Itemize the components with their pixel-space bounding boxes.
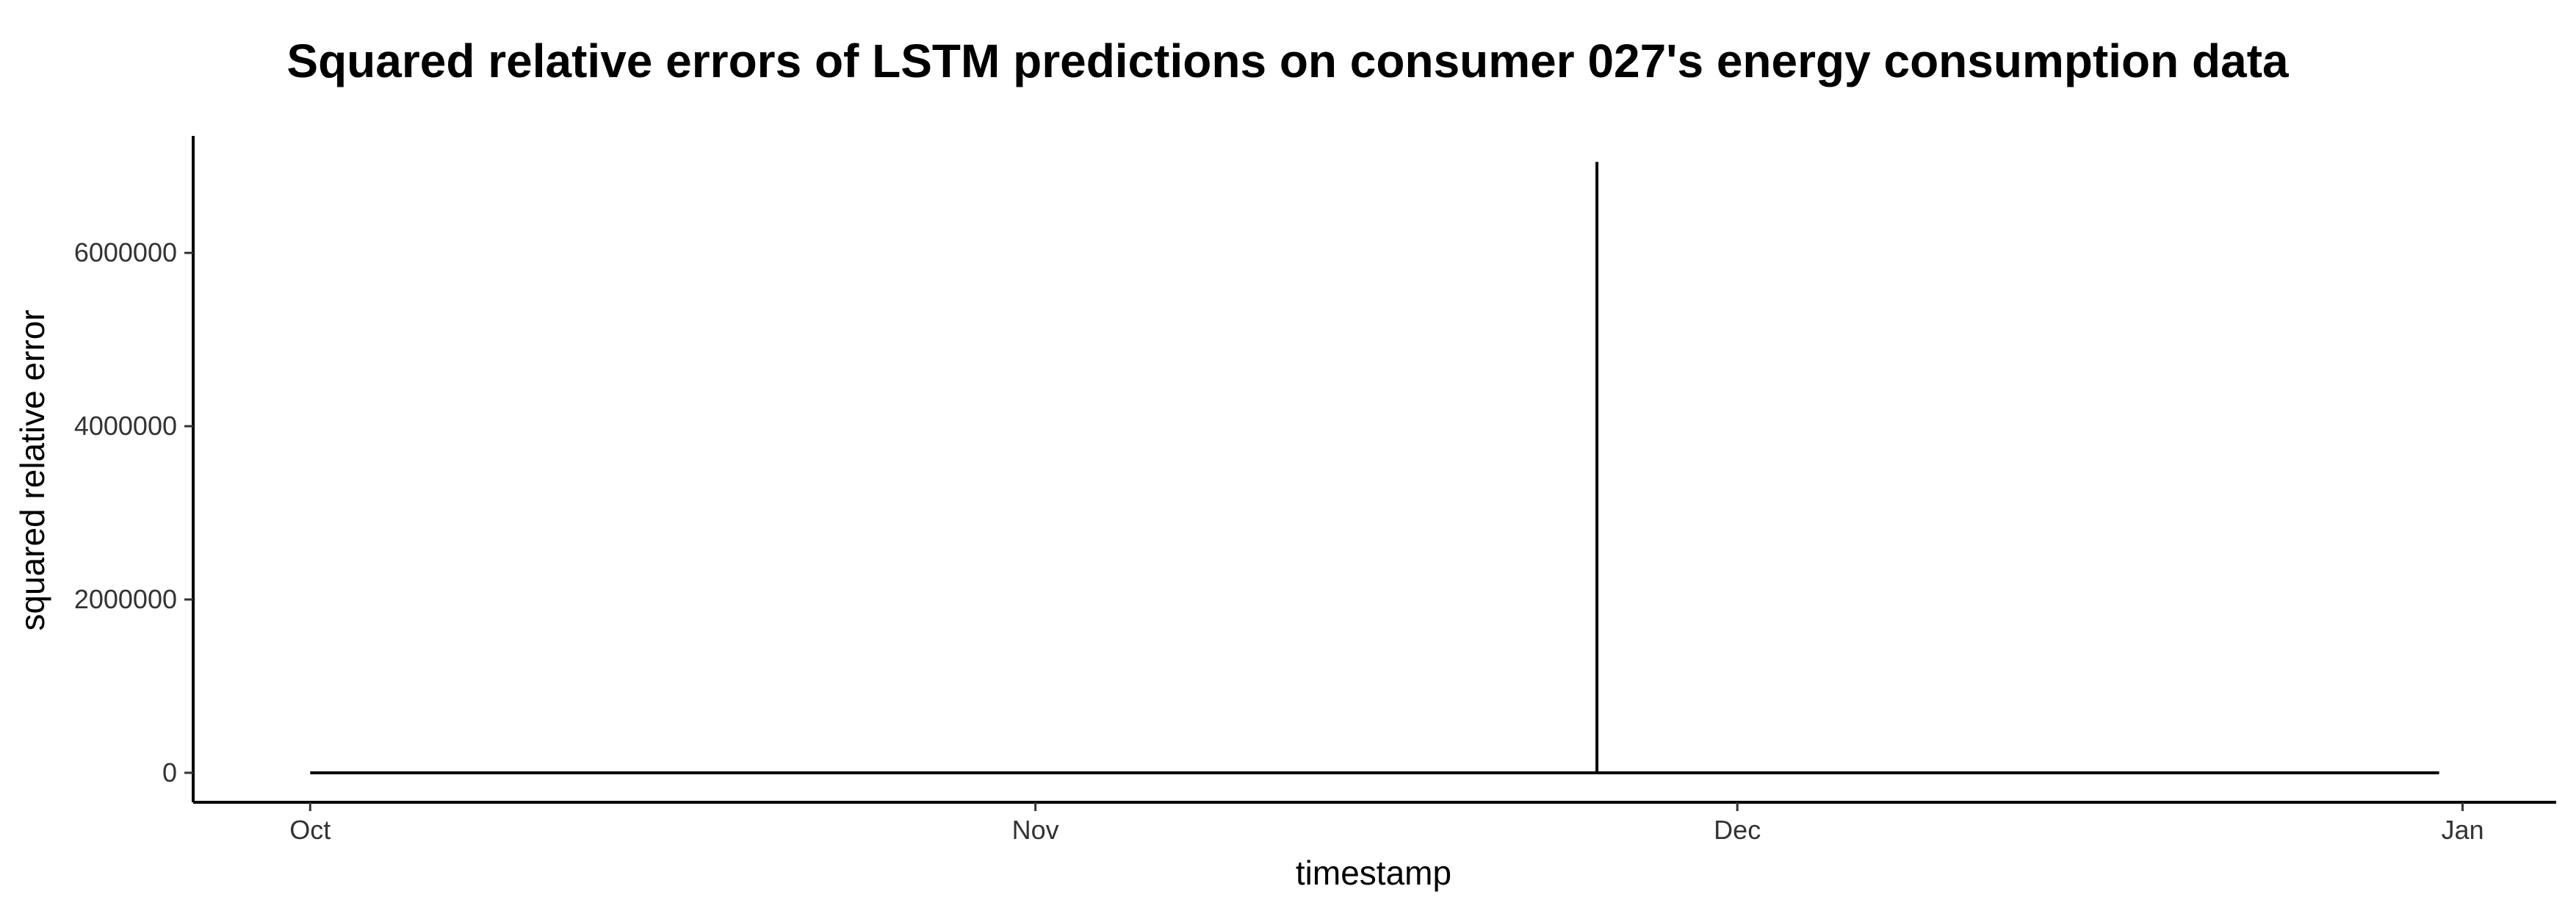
y-tick-label: 6000000 (74, 237, 177, 267)
y-tick-label: 4000000 (74, 411, 177, 441)
x-tick-label: Jan (2442, 815, 2484, 845)
y-axis-title: squared relative error (13, 309, 51, 630)
series-line (310, 162, 2439, 774)
x-axis-title: timestamp (1296, 854, 1451, 892)
y-tick-label: 0 (162, 757, 177, 788)
x-tick-label: Oct (289, 815, 331, 845)
x-tick-label: Dec (1714, 815, 1761, 845)
chart-title: Squared relative errors of LSTM predicti… (286, 35, 2289, 87)
plot-area: 0 2000000 4000000 6000000 Oct Nov Dec Jan (74, 136, 2556, 845)
x-tick-label: Nov (1012, 815, 1059, 845)
y-tick-label: 2000000 (74, 584, 177, 614)
